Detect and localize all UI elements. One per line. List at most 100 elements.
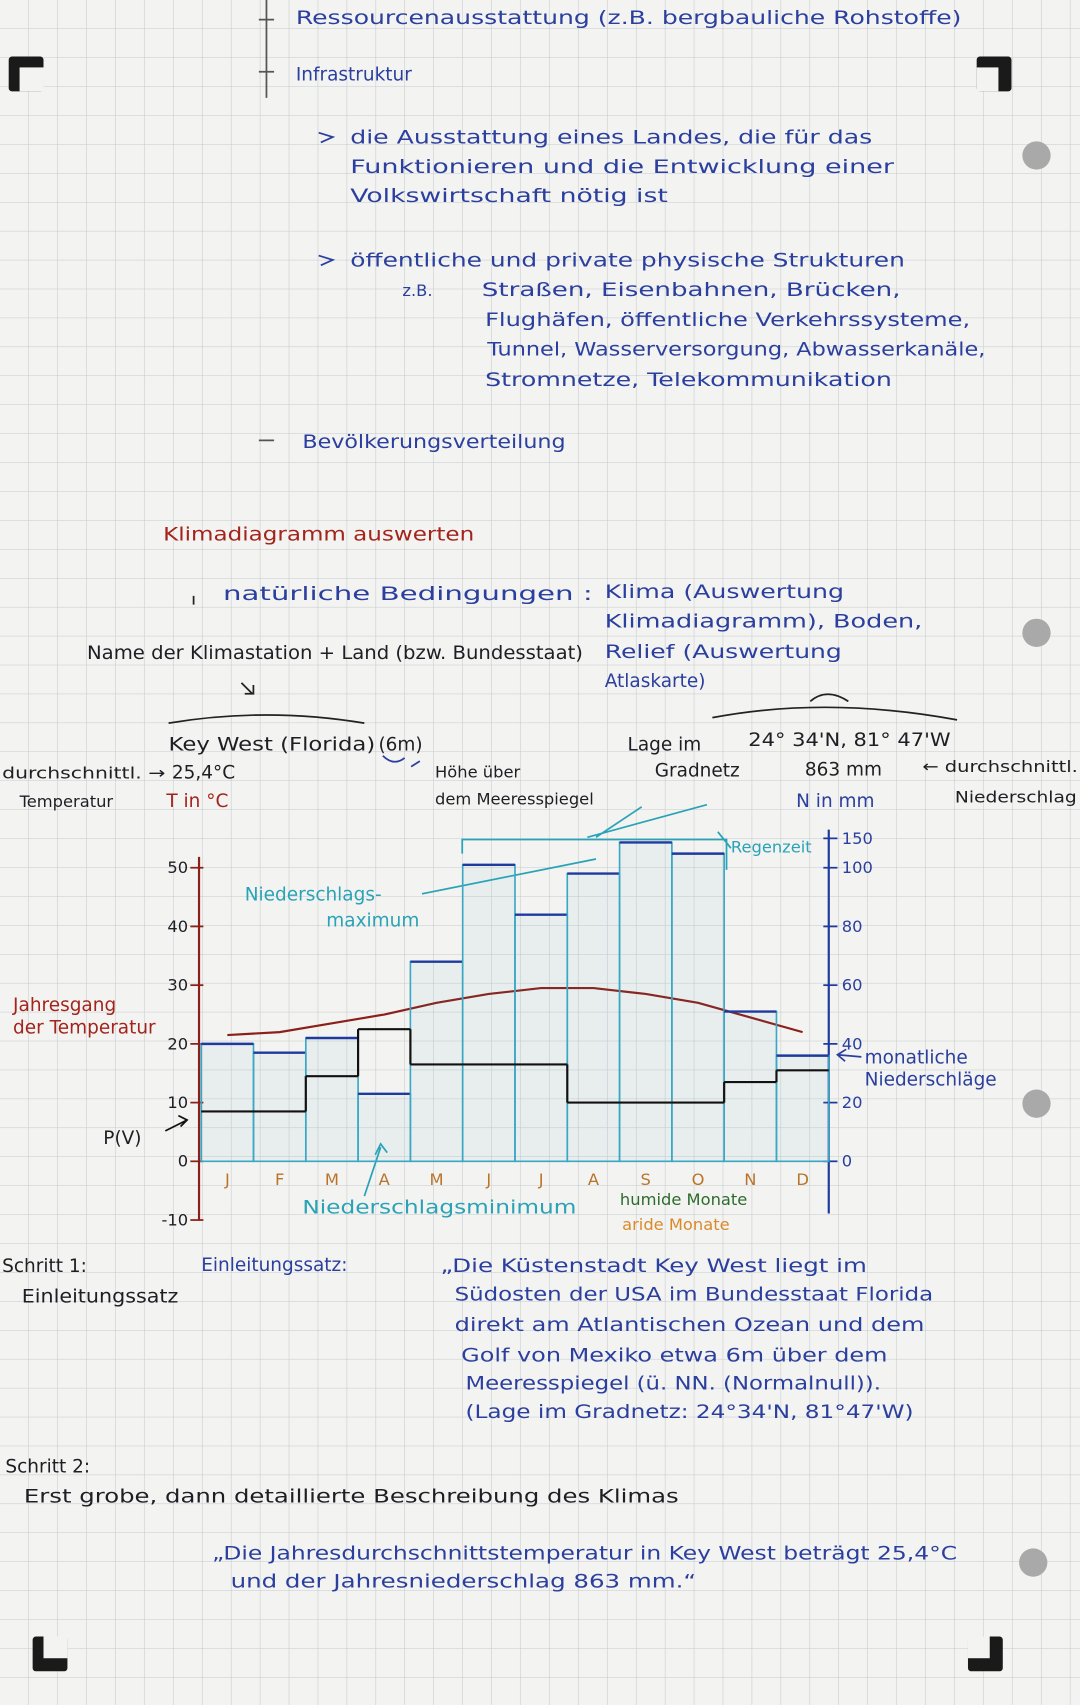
station-altitude: (6m) — [378, 734, 422, 755]
step-heading: Schritt 1: — [2, 1256, 87, 1277]
quote-line: Südosten der USA im Bundesstaat Florida — [455, 1284, 934, 1305]
annotation: humide Monate — [620, 1190, 747, 1209]
x-tick-label: O — [692, 1170, 705, 1189]
annotation: ← durchschnittl. — [922, 757, 1078, 776]
y-tick-label: 10 — [167, 1093, 188, 1112]
series-name-line: Niederschläge — [865, 1070, 997, 1091]
note-heading: Einleitungssatz: — [201, 1255, 347, 1276]
note-line: Flughäfen, öffentliche Verkehrssysteme, — [485, 310, 970, 331]
series-name: P(V) — [103, 1128, 141, 1149]
annotation: Höhe über — [435, 762, 520, 781]
note-heading: Infrastruktur — [296, 64, 412, 85]
precipitation-bar — [357, 1092, 412, 1163]
precipitation-bar — [252, 1051, 307, 1163]
handwritten-strokes — [164, 0, 958, 1197]
note-line: Atlaskarte) — [605, 671, 706, 692]
note-line: Relief (Auswertung — [605, 642, 842, 663]
precipitation-bar — [566, 872, 621, 1163]
annotation: durchschnittl. → — [2, 764, 165, 783]
x-tick-label: J — [485, 1170, 491, 1189]
x-tick-label: J — [538, 1170, 544, 1189]
y-tick-label: 50 — [167, 858, 188, 877]
annotation: Regenzeit — [731, 838, 812, 857]
note-line: natürliche Bedingungen : — [223, 584, 593, 605]
precipitation-bar — [304, 1037, 359, 1163]
precipitation-bar — [461, 863, 516, 1163]
x-tick-label: A — [588, 1170, 600, 1189]
x-tick-label: M — [325, 1170, 339, 1189]
note-line: Klimadiagramm), Boden, — [605, 611, 923, 632]
note-line: Ressourcenausstattung (z.B. bergbauliche… — [296, 8, 962, 29]
station-coordinates: 24° 34'N, 81° 47'W — [748, 730, 950, 751]
y-tick-label: 20 — [167, 1034, 188, 1053]
quote-line: „Die Jahresdurchschnittstemperatur in Ke… — [212, 1543, 957, 1564]
annotation: Gradnetz — [655, 760, 740, 781]
x-tick-label: M — [430, 1170, 444, 1189]
x-tick-label: N — [744, 1170, 756, 1189]
quote-line: Meeresspiegel (ü. NN. (Normalnull)). — [465, 1374, 880, 1395]
note-line: Funktionieren und die Entwicklung einer — [350, 157, 894, 178]
quote-line: (Lage im Gradnetz: 24°34'N, 81°47'W) — [465, 1402, 913, 1423]
annual-precipitation: 863 mm — [805, 759, 882, 780]
annotation: Niederschlags- — [245, 884, 382, 905]
note-line: Tunnel, Wasserversorgung, Abwasserkanäle… — [486, 340, 985, 361]
annotation: aride Monate — [622, 1215, 730, 1234]
annotation: Niederschlagsminimum — [302, 1198, 576, 1219]
x-tick-label: F — [275, 1170, 284, 1189]
precipitation-bar — [514, 913, 569, 1163]
note-line: die Ausstattung eines Landes, die für da… — [350, 128, 872, 149]
annotation: Temperatur — [19, 792, 114, 811]
y2-tick-label: 20 — [842, 1093, 863, 1112]
note-heading: Bevölkerungsverteilung — [302, 432, 565, 453]
precipitation-bar — [775, 1054, 830, 1163]
section-title: Klimadiagramm auswerten — [163, 524, 474, 545]
quote-line: Golf von Mexiko etwa 6m über dem — [461, 1345, 887, 1366]
y2-tick-label: 150 — [842, 829, 873, 848]
annotation: Name der Klimastation + Land (bzw. Bunde… — [87, 643, 583, 664]
step-heading: Einleitungssatz — [22, 1287, 179, 1308]
note-marker: z.B. — [402, 281, 432, 300]
series-name: Jahresgang der Temperatur — [12, 995, 156, 1038]
series-name-line: der Temperatur — [13, 1017, 156, 1038]
series-name: monatliche Niederschläge — [865, 1047, 997, 1090]
y2-axis-label: N in mm — [796, 791, 874, 812]
y-tick-label: -10 — [162, 1210, 189, 1229]
precipitation-bar — [618, 841, 673, 1163]
y-axis-label: T in °C — [165, 791, 228, 812]
quote-line: „Die Küstenstadt Key West liegt im — [440, 1256, 866, 1277]
x-tick-label: A — [379, 1170, 391, 1189]
x-tick-label: J — [224, 1170, 230, 1189]
note-line: Stromnetze, Telekommunikation — [485, 370, 892, 391]
page-markers — [8, 56, 1051, 1672]
annotation: Lage im — [628, 734, 702, 755]
annotation: maximum — [326, 910, 419, 931]
y2-tick-label: 80 — [842, 917, 863, 936]
precipitation-bar — [409, 960, 464, 1163]
climate-diagram: T in °C N in mm -10 0 10 20 30 40 50 0 20 40 60 80 100… — [12, 791, 997, 1230]
y2-tick-label: 0 — [842, 1152, 852, 1171]
note-line: Volkswirtschaft nötig ist — [350, 186, 668, 207]
note-line: öffentliche und private physische Strukt… — [350, 250, 905, 271]
x-tick-label: D — [796, 1170, 809, 1189]
y2-tick-label: 100 — [842, 858, 873, 877]
annotation: Niederschlag — [955, 787, 1077, 806]
precipitation-bar — [723, 1010, 778, 1163]
annotation: dem Meeresspiegel — [435, 790, 594, 809]
x-tick-label: S — [641, 1170, 651, 1189]
y-tick-label: 30 — [167, 976, 188, 995]
y-tick-label: 40 — [167, 917, 188, 936]
note-line: Klima (Auswertung — [605, 582, 844, 603]
quote-line: direkt am Atlantischen Ozean und dem — [455, 1315, 925, 1336]
quote-line: und der Jahresniederschlag 863 mm.“ — [231, 1572, 696, 1593]
y2-tick-label: 40 — [842, 1034, 863, 1053]
station-name: Key West (Florida) — [169, 734, 376, 755]
series-name-line: monatliche — [865, 1047, 968, 1068]
series-name-line: Jahresgang — [12, 995, 116, 1016]
step-heading: Schritt 2: — [5, 1456, 90, 1477]
y-tick-label: 0 — [178, 1152, 188, 1171]
note-line: Straßen, Eisenbahnen, Brücken, — [482, 280, 901, 301]
precipitation-bar — [671, 852, 725, 1163]
